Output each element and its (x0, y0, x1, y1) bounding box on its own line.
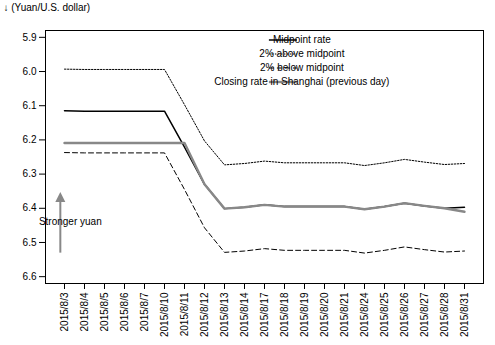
svg-text:2015/8/28: 2015/8/28 (439, 292, 450, 337)
svg-text:2015/8/27: 2015/8/27 (419, 292, 430, 337)
svg-text:2015/8/4: 2015/8/4 (79, 292, 90, 331)
svg-text:2015/8/12: 2015/8/12 (199, 292, 210, 337)
svg-text:6.4: 6.4 (23, 202, 37, 213)
svg-text:2015/8/21: 2015/8/21 (339, 292, 350, 337)
svg-text:2015/8/20: 2015/8/20 (319, 292, 330, 337)
svg-text:6.0: 6.0 (23, 66, 37, 77)
svg-text:2015/8/26: 2015/8/26 (399, 292, 410, 337)
svg-text:6.1: 6.1 (23, 100, 37, 111)
svg-text:2015/8/3: 2015/8/3 (59, 292, 70, 331)
svg-text:2015/8/5: 2015/8/5 (99, 292, 110, 331)
svg-text:6.3: 6.3 (23, 168, 37, 179)
svg-text:2015/8/11: 2015/8/11 (179, 292, 190, 336)
svg-text:Midpoint rate: Midpoint rate (273, 34, 331, 45)
svg-text:↓ (Yuan/U.S. dollar): ↓ (Yuan/U.S. dollar) (4, 2, 91, 13)
svg-text:2015/8/25: 2015/8/25 (379, 292, 390, 337)
svg-text:6.5: 6.5 (23, 237, 37, 248)
svg-text:2015/8/6: 2015/8/6 (119, 292, 130, 331)
svg-text:2015/8/10: 2015/8/10 (159, 292, 170, 337)
svg-text:2% above midpoint: 2% above midpoint (259, 48, 344, 59)
svg-text:Closing rate in Shanghai (prev: Closing rate in Shanghai (previous day) (214, 76, 389, 87)
svg-text:Stronger yuan: Stronger yuan (39, 216, 102, 227)
svg-text:2015/8/19: 2015/8/19 (299, 292, 310, 337)
svg-text:5.9: 5.9 (23, 32, 37, 43)
svg-text:2015/8/17: 2015/8/17 (259, 292, 270, 337)
svg-text:2015/8/31: 2015/8/31 (459, 292, 470, 337)
svg-text:2015/8/18: 2015/8/18 (279, 292, 290, 337)
svg-text:2015/8/13: 2015/8/13 (219, 292, 230, 337)
svg-text:6.6: 6.6 (23, 271, 37, 282)
svg-text:2015/8/7: 2015/8/7 (139, 292, 150, 331)
svg-text:2015/8/24: 2015/8/24 (359, 292, 370, 337)
svg-text:2% below midpoint: 2% below midpoint (260, 62, 344, 73)
svg-text:6.2: 6.2 (23, 134, 37, 145)
svg-text:2015/8/14: 2015/8/14 (239, 292, 250, 337)
